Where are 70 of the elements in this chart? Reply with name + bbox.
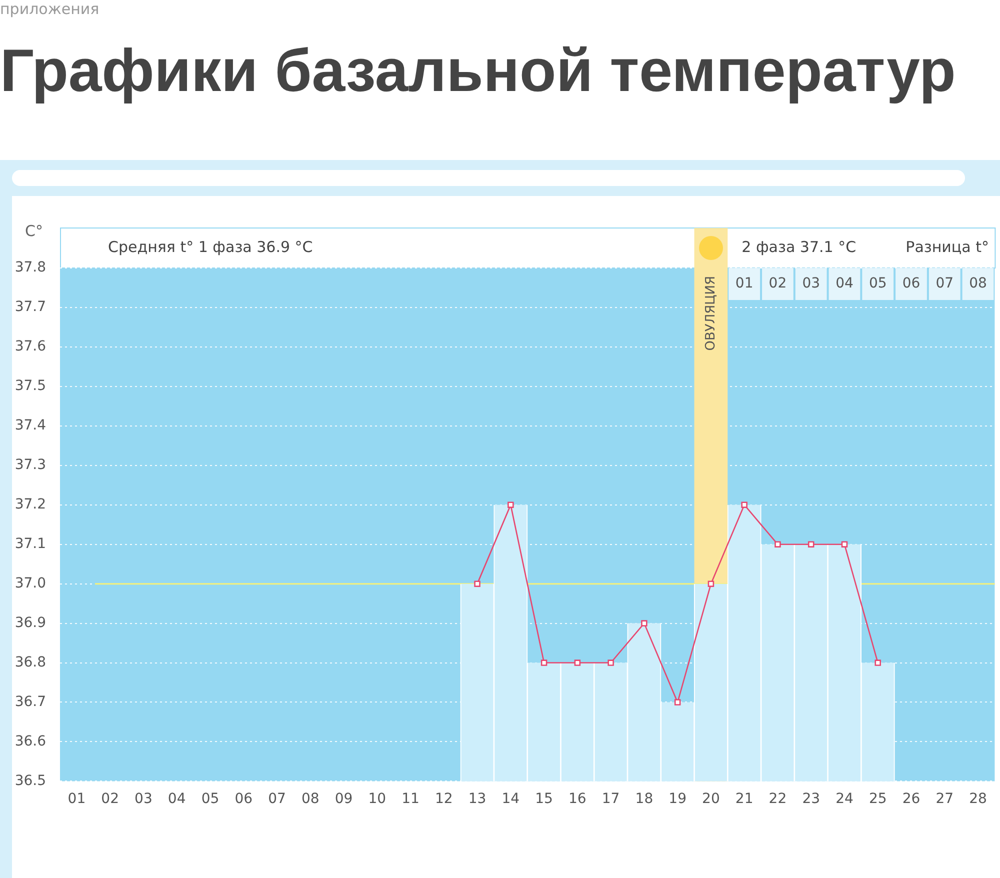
text: 2 фаза 37.1 °C bbox=[742, 238, 856, 256]
x-tick-label: 16 bbox=[568, 791, 586, 808]
y-tick-label: 37.1 bbox=[14, 536, 46, 552]
x-tick-label: 19 bbox=[668, 791, 686, 808]
x-tick-label: 15 bbox=[535, 791, 553, 808]
x-tick-label: 01 bbox=[68, 791, 86, 808]
y-tick-label: 37.5 bbox=[14, 378, 46, 394]
point bbox=[574, 660, 581, 666]
x-tick-label: 02 bbox=[101, 791, 119, 808]
y-axis-title: C° bbox=[25, 222, 43, 240]
point bbox=[741, 502, 748, 508]
x-tick-label: 20 bbox=[702, 791, 720, 808]
y-tick-label: 36.6 bbox=[14, 733, 46, 750]
point bbox=[641, 620, 648, 626]
point bbox=[874, 660, 881, 666]
text: Средняя t° 1 фаза 36.9 °C bbox=[108, 238, 313, 256]
y-tick-label: 37.6 bbox=[14, 338, 46, 355]
x-tick-label: 22 bbox=[768, 791, 787, 808]
y-tick-label: 37.0 bbox=[14, 575, 46, 592]
x-tick-label: 18 bbox=[635, 791, 654, 808]
annotation: 02 bbox=[768, 276, 787, 292]
y-tick-label: 37.2 bbox=[14, 496, 46, 512]
x-tick-label: 09 bbox=[334, 791, 353, 808]
x-tick-label: 14 bbox=[502, 791, 520, 808]
point bbox=[841, 541, 848, 548]
point bbox=[540, 660, 548, 666]
x-tick-label: 05 bbox=[201, 791, 220, 808]
point bbox=[474, 580, 480, 587]
y-tick-label: 37.3 bbox=[14, 457, 46, 474]
x-tick-label: 27 bbox=[936, 791, 954, 808]
x-tick-label: 06 bbox=[234, 791, 253, 808]
x-tick-label: 10 bbox=[368, 791, 386, 808]
y-tick-label: 36.5 bbox=[14, 772, 46, 789]
x-tick-label: 17 bbox=[602, 791, 620, 808]
y-tick-label: 37.8 bbox=[14, 260, 46, 276]
x-tick-label: 03 bbox=[134, 791, 152, 808]
annotation: 06 bbox=[902, 276, 920, 292]
text: Разница t° bbox=[906, 238, 989, 256]
x-tick-label: 07 bbox=[268, 791, 286, 808]
x-tick-label: 12 bbox=[434, 791, 453, 808]
point bbox=[774, 541, 781, 548]
annotation: 08 bbox=[969, 276, 987, 292]
x-tick-label: 28 bbox=[969, 791, 987, 808]
annotation: 05 bbox=[868, 276, 887, 292]
x-tick-label: 04 bbox=[168, 791, 186, 808]
point bbox=[808, 541, 814, 548]
annotation: 04 bbox=[836, 276, 854, 292]
chart-title: Графики базальной температур bbox=[0, 36, 956, 105]
x-tick-label: 13 bbox=[468, 791, 486, 808]
annotation: 01 bbox=[735, 276, 754, 292]
annotation: 07 bbox=[936, 276, 954, 292]
band-label: ОВУЛЯЦИЯ bbox=[703, 276, 718, 351]
point bbox=[508, 502, 514, 508]
point bbox=[674, 699, 681, 706]
x-tick-label: 21 bbox=[735, 791, 754, 808]
y-tick-label: 37.4 bbox=[14, 418, 46, 434]
annotation: 03 bbox=[802, 276, 820, 292]
x-tick-label: 23 bbox=[802, 791, 820, 808]
x-tick-label: 11 bbox=[402, 791, 420, 808]
x-tick-label: 08 bbox=[301, 791, 320, 808]
x-tick-label: 26 bbox=[902, 791, 920, 808]
text: приложения bbox=[0, 0, 100, 18]
point bbox=[708, 580, 714, 587]
y-tick-label: 36.9 bbox=[14, 614, 46, 631]
y-tick-label: 36.8 bbox=[14, 654, 46, 670]
y-tick-label: 36.7 bbox=[14, 694, 46, 710]
x-tick-label: 25 bbox=[868, 791, 887, 808]
x-tick-label: 24 bbox=[836, 791, 854, 808]
y-tick-label: 37.7 bbox=[14, 299, 46, 316]
point bbox=[608, 660, 614, 666]
